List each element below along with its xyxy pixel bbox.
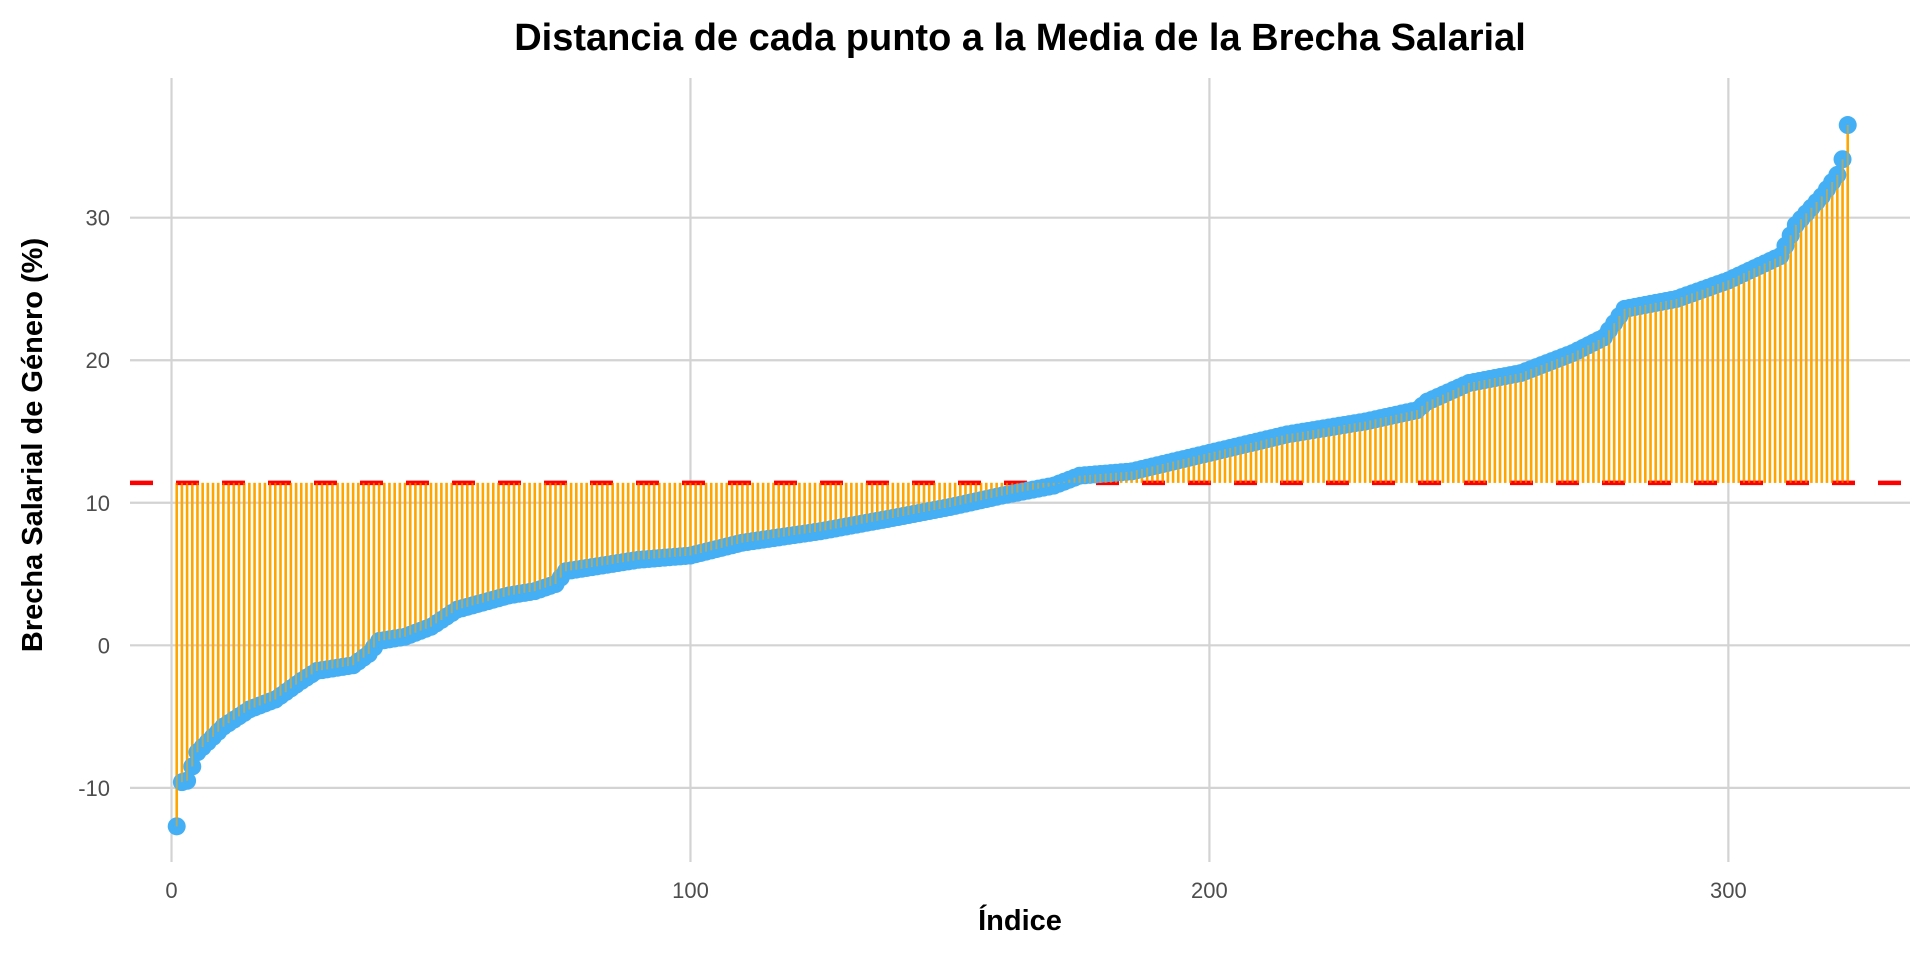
- tick-labels: 0 100 200 300 -10 0 10 20 30: [78, 206, 1747, 903]
- y-tick-label: 30: [86, 206, 110, 231]
- y-axis-title: Brecha Salarial de Género (%): [17, 238, 49, 652]
- x-axis-title: Índice: [978, 903, 1062, 937]
- stems: [175, 125, 1850, 827]
- chart-title: Distancia de cada punto a la Media de la…: [514, 17, 1526, 59]
- x-tick-label: 200: [1191, 878, 1228, 903]
- y-tick-label: 20: [86, 348, 110, 373]
- points: [167, 116, 1857, 836]
- grid: [130, 78, 1910, 862]
- y-tick-label: 0: [98, 633, 110, 658]
- x-tick-label: 300: [1710, 878, 1747, 903]
- y-tick-label: -10: [78, 776, 110, 801]
- x-tick-label: 100: [672, 878, 709, 903]
- x-tick-label: 0: [165, 878, 177, 903]
- y-tick-label: 10: [86, 491, 110, 516]
